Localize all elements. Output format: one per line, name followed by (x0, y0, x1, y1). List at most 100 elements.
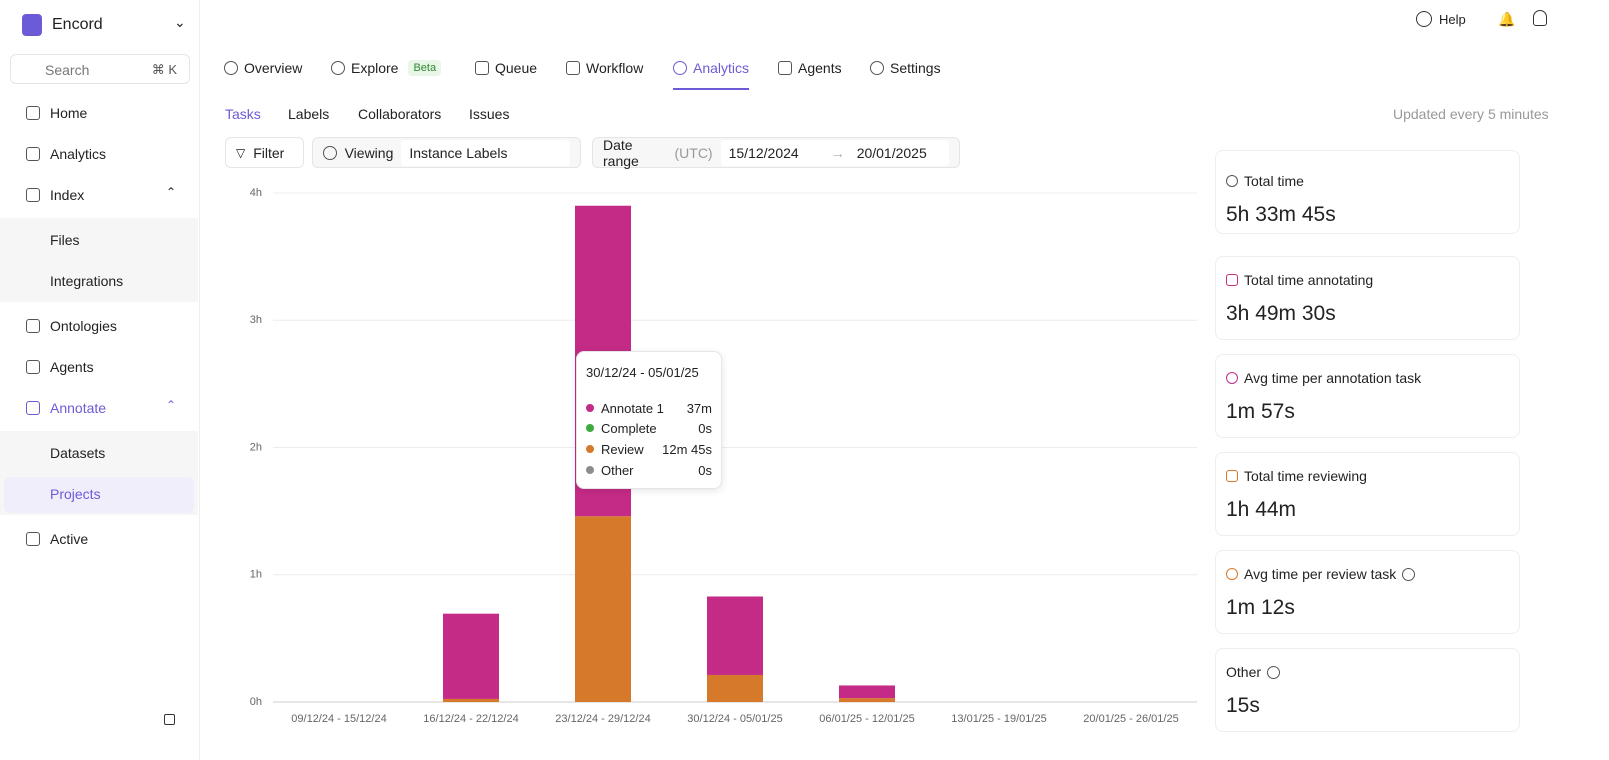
nav-icon (26, 106, 40, 120)
bar-segment (707, 674, 763, 702)
stat-value: 15s (1226, 694, 1260, 717)
tooltip-row: Other 0s (586, 462, 712, 478)
subtab[interactable]: Tasks (225, 106, 261, 122)
search-box[interactable]: Search ⌘ K (10, 54, 190, 84)
nav-item[interactable]: Files (50, 230, 80, 250)
tab[interactable]: Explore Beta (331, 60, 442, 76)
nav-item[interactable]: Datasets (50, 443, 105, 463)
y-tick-label: 1h (250, 569, 262, 581)
tooltip-dot (586, 404, 594, 412)
stat-label-row: Total time (1226, 173, 1304, 189)
tab-icon (224, 61, 238, 75)
tab-icon (778, 61, 792, 75)
tooltip-dot (586, 445, 594, 453)
stat-icon (1226, 372, 1238, 384)
subtab[interactable]: Issues (469, 106, 510, 122)
tab-label: Workflow (586, 60, 644, 76)
help-link[interactable]: Help (1439, 12, 1466, 27)
viewing-value[interactable]: Instance Labels (401, 139, 570, 166)
help-icon[interactable] (1416, 11, 1432, 27)
tab-icon (566, 61, 580, 75)
nav-item[interactable]: Active (26, 529, 88, 549)
nav-label: Projects (50, 486, 101, 502)
active-highlight (4, 477, 194, 513)
nav-item[interactable]: Analytics (26, 144, 106, 164)
info-icon (323, 145, 337, 160)
notifications[interactable]: 🔔 (1498, 11, 1516, 27)
x-tick-label: 23/12/24 - 29/12/24 (555, 713, 650, 725)
series-name: Review (601, 441, 644, 457)
date-range[interactable]: Date range (UTC) 15/12/2024 → 20/01/2025 (592, 137, 960, 169)
tooltip: 30/12/24 - 05/01/25 Annotate 1 37m Comple… (576, 351, 722, 489)
nav-item[interactable]: Agents (26, 357, 94, 377)
stat-label: Other (1226, 664, 1262, 680)
nav-item[interactable]: Projects (50, 484, 101, 504)
series-value: 0s (698, 462, 712, 478)
series-name: Annotate 1 (601, 400, 664, 416)
chevron[interactable]: ⌃ (166, 185, 177, 199)
info-icon[interactable] (1402, 567, 1416, 581)
tab[interactable]: Analytics (673, 60, 749, 76)
user-menu[interactable] (1533, 10, 1547, 26)
x-tick-label: 09/12/24 - 15/12/24 (291, 713, 386, 725)
nav-icon (26, 319, 40, 333)
nav-item[interactable]: Index (26, 185, 84, 205)
nav-item[interactable]: Annotate (26, 398, 106, 418)
x-tick-label: 13/01/25 - 19/01/25 (951, 713, 1046, 725)
nav-icon (26, 188, 40, 202)
nav-icon (26, 532, 40, 546)
viewing-select[interactable]: Viewing Instance Labels (312, 137, 581, 168)
series-value: 37m (686, 400, 712, 416)
tooltip-row: Complete 0s (586, 420, 712, 436)
series-name: Other (601, 462, 634, 478)
x-tick-label: 06/01/25 - 12/01/25 (819, 713, 914, 725)
nav-item[interactable]: Ontologies (26, 316, 117, 336)
stat-value: 3h 49m 30s (1226, 302, 1336, 325)
subtab[interactable]: Collaborators (358, 106, 442, 122)
timezone: (UTC) (674, 144, 713, 161)
x-tick-label: 16/12/24 - 22/12/24 (423, 713, 518, 725)
series-value: 0s (698, 420, 712, 436)
tab-icon (673, 61, 687, 75)
tooltip-title: 30/12/24 - 05/01/25 (586, 365, 699, 380)
brand[interactable]: Encord (52, 16, 103, 33)
filter-label: Filter (253, 144, 285, 161)
updated-note: Updated every 5 minutes (1393, 106, 1549, 122)
tab-icon (475, 61, 489, 75)
search-shortcut: ⌘ K (151, 62, 177, 77)
stat-icon (1226, 175, 1238, 187)
stat-label: Avg time per review task (1244, 566, 1397, 582)
collapse-button[interactable] (164, 714, 175, 725)
series-value: 12m 45s (662, 441, 712, 457)
stat-label: Total time annotating (1244, 272, 1374, 288)
filter-button[interactable]: ▽ Filter (225, 137, 304, 168)
series-name: Complete (601, 420, 657, 436)
stat-card: Total time annotating 3h 49m 30s (1215, 256, 1520, 340)
brand-chevron[interactable]: ⌄ (174, 14, 186, 30)
logo (22, 14, 42, 36)
bar-segment (707, 596, 763, 675)
nav-item[interactable]: Home (26, 103, 87, 123)
nav-item[interactable]: Integrations (50, 271, 123, 291)
date-inputs[interactable]: 15/12/2024 → 20/01/2025 (720, 139, 949, 166)
tab[interactable]: Settings (870, 60, 941, 76)
y-tick-label: 4h (250, 187, 262, 199)
tooltip-dot (586, 466, 594, 474)
tooltip-row: Review 12m 45s (586, 441, 712, 457)
tab[interactable]: Agents (778, 60, 842, 76)
index-submenu (0, 218, 198, 302)
info-icon[interactable] (1267, 665, 1281, 679)
nav-label: Annotate (50, 400, 107, 416)
sidebar: Encord ⌄ Search ⌘ K Home Analytics Index… (0, 0, 200, 760)
tab[interactable]: Queue (475, 60, 537, 76)
subtab[interactable]: Labels (288, 106, 330, 122)
tab[interactable]: Workflow (566, 60, 643, 76)
start-date: 15/12/2024 (728, 144, 799, 161)
tab[interactable]: Overview (224, 60, 302, 76)
chevron[interactable]: ⌃ (166, 398, 177, 412)
stat-label-row: Other (1226, 664, 1281, 680)
stat-value: 1m 57s (1226, 400, 1295, 423)
tab-label: Explore (351, 60, 399, 76)
bar-segment (839, 685, 895, 699)
nav-icon (26, 147, 40, 161)
